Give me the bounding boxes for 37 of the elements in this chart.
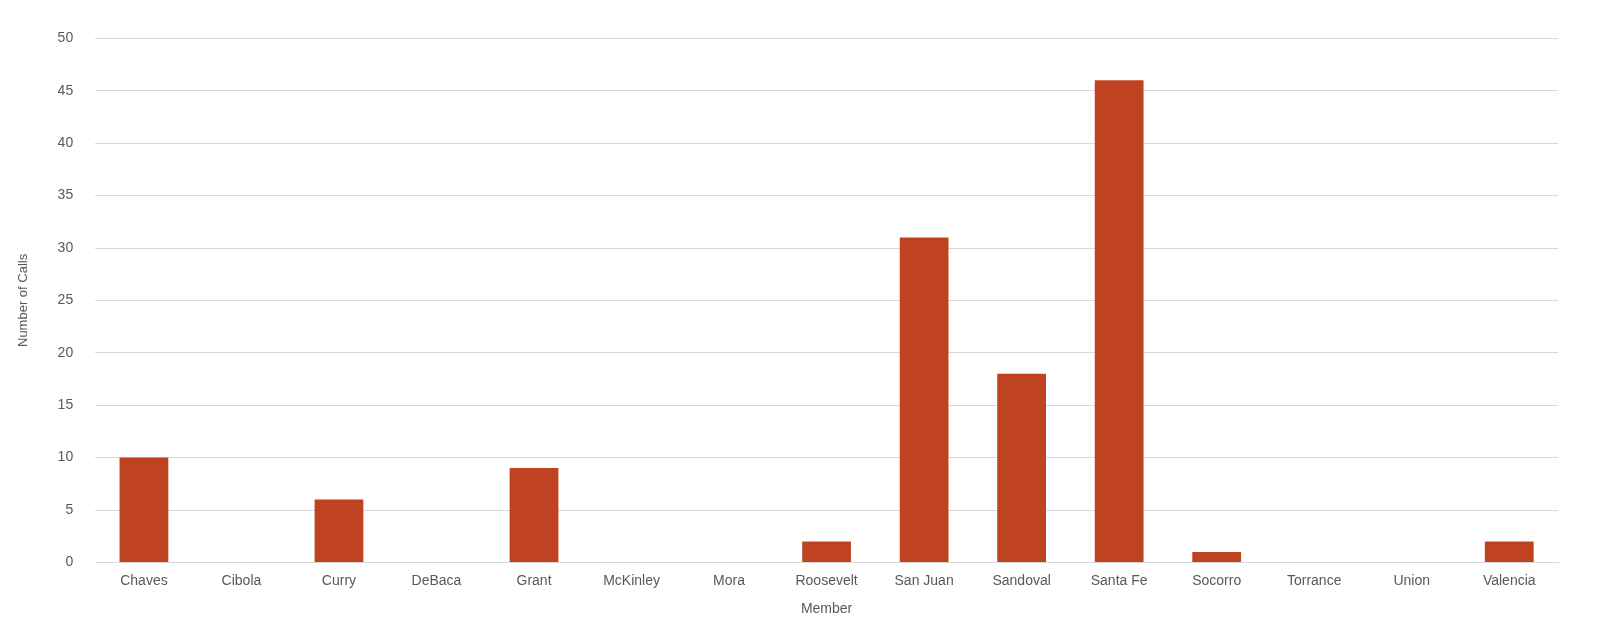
x-tick-label: Chaves xyxy=(120,571,168,588)
x-tick-label: Socorro xyxy=(1192,571,1242,588)
y-axis-title: Number of Calls xyxy=(15,253,31,347)
bar xyxy=(1094,80,1144,562)
x-tick-label: Torrance xyxy=(1286,571,1342,588)
bar xyxy=(314,499,364,562)
y-tick-label: 35 xyxy=(57,186,74,203)
y-tick-label: 0 xyxy=(65,553,74,570)
y-tick-label: 15 xyxy=(57,396,74,413)
x-tick-label: Valencia xyxy=(1482,571,1536,588)
y-tick-label: 45 xyxy=(57,81,74,98)
x-tick-label: Grant xyxy=(516,571,552,588)
y-tick-label: 30 xyxy=(57,238,74,255)
x-tick-label: Roosevelt xyxy=(795,571,858,588)
bar xyxy=(997,373,1047,562)
x-axis-title: Member xyxy=(800,600,853,617)
bar xyxy=(802,541,851,562)
x-tick-label: McKinley xyxy=(603,571,660,588)
bar xyxy=(509,468,559,562)
y-tick-label: 40 xyxy=(57,134,74,151)
x-tick-label: Curry xyxy=(321,571,357,588)
bar xyxy=(119,457,169,562)
x-tick-label: San Juan xyxy=(894,571,954,588)
y-tick-label: 20 xyxy=(57,343,74,360)
x-tick-label: Sandoval xyxy=(992,571,1051,588)
y-tick-label: 5 xyxy=(65,500,74,517)
bar xyxy=(1192,551,1242,562)
x-tick-label: Union xyxy=(1393,571,1431,588)
bar xyxy=(899,237,949,562)
y-tick-label: 10 xyxy=(57,448,74,465)
x-tick-label: Cibola xyxy=(221,571,262,588)
bar xyxy=(1484,541,1534,562)
x-tick-label: Mora xyxy=(713,571,746,588)
x-tick-label: Santa Fe xyxy=(1090,571,1148,588)
y-tick-label: 25 xyxy=(57,291,74,308)
y-tick-label: 50 xyxy=(57,29,74,46)
x-tick-label: DeBaca xyxy=(411,571,462,588)
